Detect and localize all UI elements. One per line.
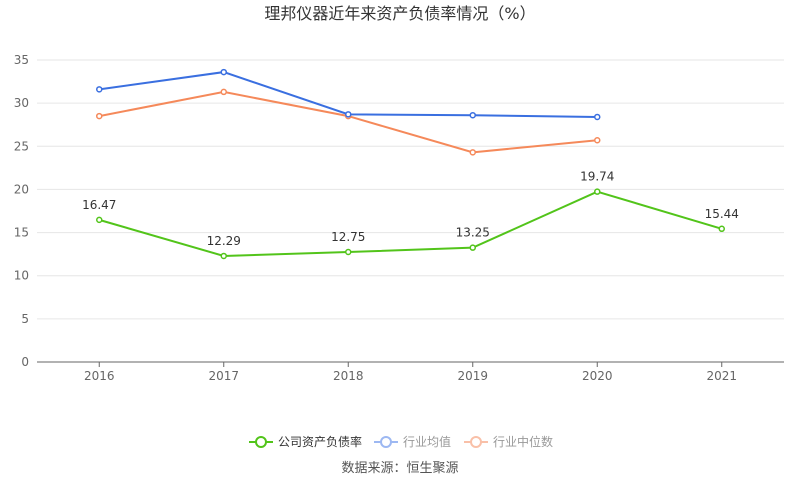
data-point [220, 252, 227, 260]
y-tick-label: 0 [21, 355, 29, 369]
series-line-2 [99, 90, 598, 154]
y-tick-label: 5 [21, 312, 29, 326]
data-point [220, 88, 227, 96]
data-label: 19.74 [580, 170, 614, 184]
data-label: 13.25 [456, 226, 490, 240]
y-tick-label: 15 [14, 226, 29, 240]
legend-marker-icon [255, 436, 267, 448]
legend-marker-icon [380, 436, 392, 448]
legend-marker-icon [470, 436, 482, 448]
data-point [96, 112, 103, 120]
x-tick-label: 2017 [208, 369, 239, 383]
x-tick-label: 2016 [84, 369, 115, 383]
x-tick-label: 2019 [457, 369, 488, 383]
chart-title: 理邦仪器近年来资产负债率情况（%） [264, 4, 535, 23]
data-label: 12.29 [207, 234, 241, 248]
data-label: 16.47 [82, 198, 116, 212]
data-point [96, 216, 103, 224]
data-point [469, 149, 476, 156]
legend-item-label[interactable]: 公司资产负债率 [278, 434, 362, 449]
data-point [345, 248, 352, 256]
legend-item-label[interactable]: 行业均值 [403, 434, 451, 449]
data-point [345, 111, 352, 118]
y-tick-label: 30 [14, 96, 29, 110]
series-line-1 [99, 71, 598, 118]
data-point [594, 136, 601, 144]
x-tick-label: 2021 [706, 369, 737, 383]
y-tick-label: 10 [14, 269, 29, 283]
data-point [469, 111, 476, 119]
data-label: 15.44 [705, 207, 739, 221]
x-tick-label: 2018 [333, 369, 364, 383]
data-point [220, 68, 227, 76]
data-point [594, 113, 601, 121]
data-point [718, 225, 725, 233]
x-tick-label: 2020 [582, 369, 613, 383]
data-point [594, 188, 601, 195]
y-tick-label: 25 [14, 139, 29, 153]
y-tick-label: 35 [14, 53, 29, 67]
legend-item-label[interactable]: 行业中位数 [493, 434, 553, 449]
data-point [96, 86, 103, 93]
data-point [469, 244, 476, 251]
data-source: 数据来源：恒生聚源 [341, 461, 458, 476]
series-line-0 [98, 190, 723, 257]
data-label: 12.75 [331, 230, 365, 244]
y-tick-label: 20 [14, 182, 29, 196]
